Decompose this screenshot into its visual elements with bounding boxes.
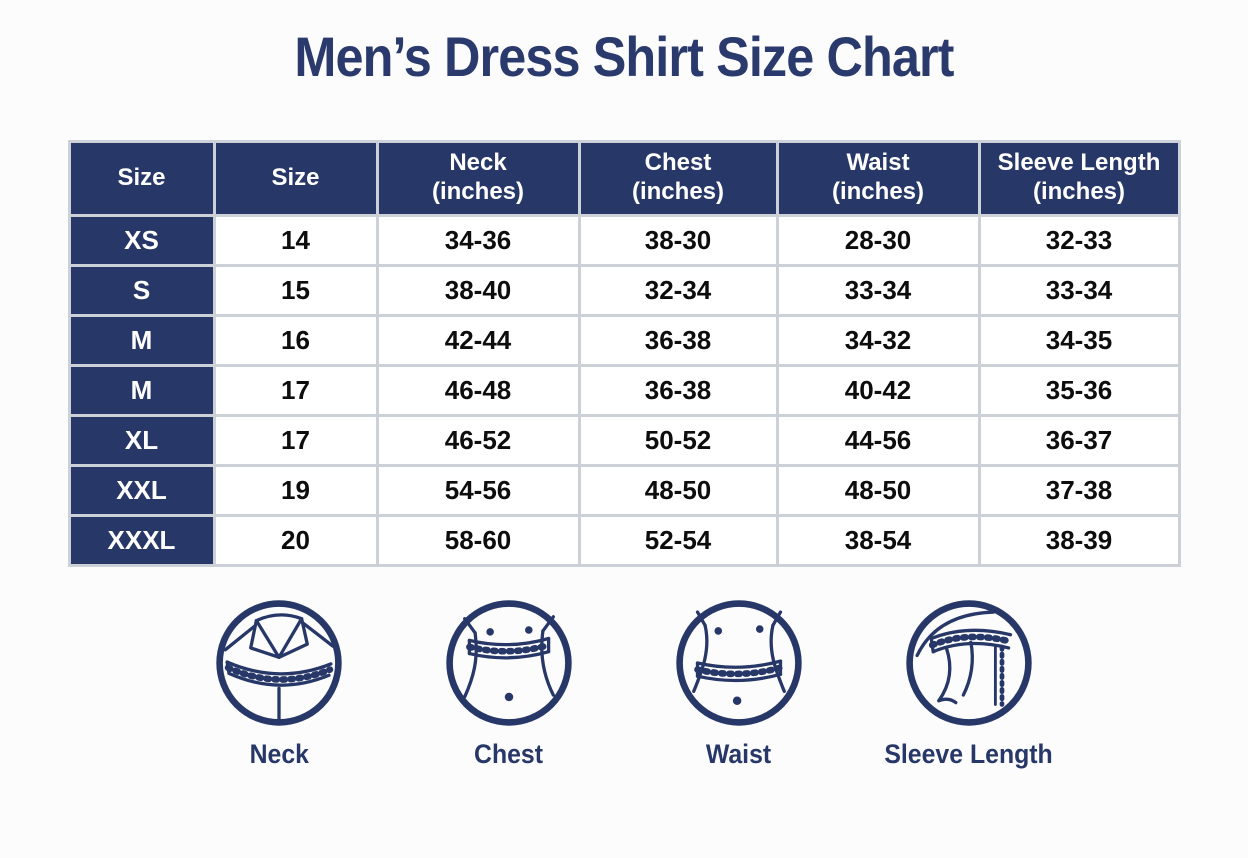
cell-numeric-size: 15 bbox=[212, 263, 379, 317]
header-size: Size bbox=[67, 139, 216, 217]
legend-item-waist: Waist bbox=[672, 597, 806, 770]
legend-label: Sleeve Length bbox=[884, 738, 1054, 769]
cell-numeric-size: 16 bbox=[212, 313, 379, 367]
cell-neck: 38-40 bbox=[375, 263, 581, 317]
size-chart-table: Size Size Neck (inches) Chest (inches) W… bbox=[67, 139, 1181, 567]
header-label: Size bbox=[271, 163, 320, 191]
cell-waist: 44-56 bbox=[775, 413, 981, 467]
sleeve-length-measure-icon bbox=[903, 597, 1035, 729]
cell-waist: 33-34 bbox=[775, 263, 981, 317]
row-size-label: XXL bbox=[67, 463, 216, 517]
header-sublabel: (inches) bbox=[1032, 178, 1125, 206]
cell-chest: 50-52 bbox=[577, 413, 779, 467]
header-row: Size Size Neck (inches) Chest (inches) W… bbox=[67, 139, 1181, 217]
header-label: Size bbox=[117, 163, 166, 191]
header-label: Sleeve Length bbox=[997, 149, 1161, 177]
cell-numeric-size: 20 bbox=[212, 513, 379, 567]
cell-numeric-size: 19 bbox=[212, 463, 379, 517]
legend-label: Chest bbox=[474, 738, 544, 769]
table-row: M 16 42-44 36-38 34-32 34-35 bbox=[67, 313, 1181, 367]
cell-sleeve: 33-34 bbox=[977, 263, 1181, 317]
header-numeric-size: Size bbox=[212, 139, 379, 217]
cell-numeric-size: 17 bbox=[212, 413, 379, 467]
legend-item-neck: Neck bbox=[212, 597, 346, 770]
cell-neck: 34-36 bbox=[375, 213, 581, 267]
measurement-legend: Neck Che bbox=[0, 597, 1248, 770]
row-size-label: M bbox=[67, 313, 216, 367]
cell-neck: 58-60 bbox=[375, 513, 581, 567]
cell-chest: 36-38 bbox=[577, 313, 779, 367]
cell-sleeve: 37-38 bbox=[977, 463, 1181, 517]
legend-label: Waist bbox=[706, 738, 772, 769]
cell-neck: 46-52 bbox=[375, 413, 581, 467]
cell-chest: 36-38 bbox=[577, 363, 779, 417]
size-chart-page: Men’s Dress Shirt Size Chart Size Size N… bbox=[0, 26, 1248, 858]
cell-waist: 48-50 bbox=[775, 463, 981, 517]
cell-chest: 38-30 bbox=[577, 213, 779, 267]
cell-sleeve: 32-33 bbox=[977, 213, 1181, 267]
row-size-label: S bbox=[67, 263, 216, 317]
header-label: Neck bbox=[449, 149, 507, 177]
legend-item-sleeve-length: Sleeve Length bbox=[885, 597, 1053, 770]
cell-waist: 34-32 bbox=[775, 313, 981, 367]
page-title: Men’s Dress Shirt Size Chart bbox=[294, 25, 954, 88]
cell-waist: 38-54 bbox=[775, 513, 981, 567]
cell-sleeve: 35-36 bbox=[977, 363, 1181, 417]
cell-numeric-size: 17 bbox=[212, 363, 379, 417]
legend-label: Neck bbox=[249, 738, 309, 769]
cell-waist: 28-30 bbox=[775, 213, 981, 267]
table-row: XL 17 46-52 50-52 44-56 36-37 bbox=[67, 413, 1181, 467]
legend-item-chest: Chest bbox=[442, 597, 576, 770]
row-size-label: M bbox=[67, 363, 216, 417]
header-label: Chest bbox=[644, 149, 712, 177]
header-label: Waist bbox=[846, 149, 910, 177]
table-row: XXXL 20 58-60 52-54 38-54 38-39 bbox=[67, 513, 1181, 567]
cell-neck: 46-48 bbox=[375, 363, 581, 417]
cell-sleeve: 34-35 bbox=[977, 313, 1181, 367]
cell-chest: 32-34 bbox=[577, 263, 779, 317]
header-waist: Waist (inches) bbox=[775, 139, 981, 217]
row-size-label: XXXL bbox=[67, 513, 216, 567]
cell-chest: 52-54 bbox=[577, 513, 779, 567]
row-size-label: XS bbox=[67, 213, 216, 267]
header-sublabel: (inches) bbox=[431, 178, 524, 206]
chest-measure-icon bbox=[443, 597, 575, 729]
header-chest: Chest (inches) bbox=[577, 139, 779, 217]
neck-measure-icon bbox=[213, 597, 345, 729]
row-size-label: XL bbox=[67, 413, 216, 467]
header-neck: Neck (inches) bbox=[375, 139, 581, 217]
header-sleeve-length: Sleeve Length (inches) bbox=[977, 139, 1181, 217]
table-row: XXL 19 54-56 48-50 48-50 37-38 bbox=[67, 463, 1181, 517]
cell-sleeve: 38-39 bbox=[977, 513, 1181, 567]
cell-neck: 54-56 bbox=[375, 463, 581, 517]
table-row: M 17 46-48 36-38 40-42 35-36 bbox=[67, 363, 1181, 417]
header-sublabel: (inches) bbox=[631, 178, 724, 206]
cell-waist: 40-42 bbox=[775, 363, 981, 417]
waist-measure-icon bbox=[673, 597, 805, 729]
table-row: S 15 38-40 32-34 33-34 33-34 bbox=[67, 263, 1181, 317]
cell-neck: 42-44 bbox=[375, 313, 581, 367]
table-row: XS 14 34-36 38-30 28-30 32-33 bbox=[67, 213, 1181, 267]
cell-numeric-size: 14 bbox=[212, 213, 379, 267]
cell-sleeve: 36-37 bbox=[977, 413, 1181, 467]
cell-chest: 48-50 bbox=[577, 463, 779, 517]
header-sublabel: (inches) bbox=[831, 178, 924, 206]
